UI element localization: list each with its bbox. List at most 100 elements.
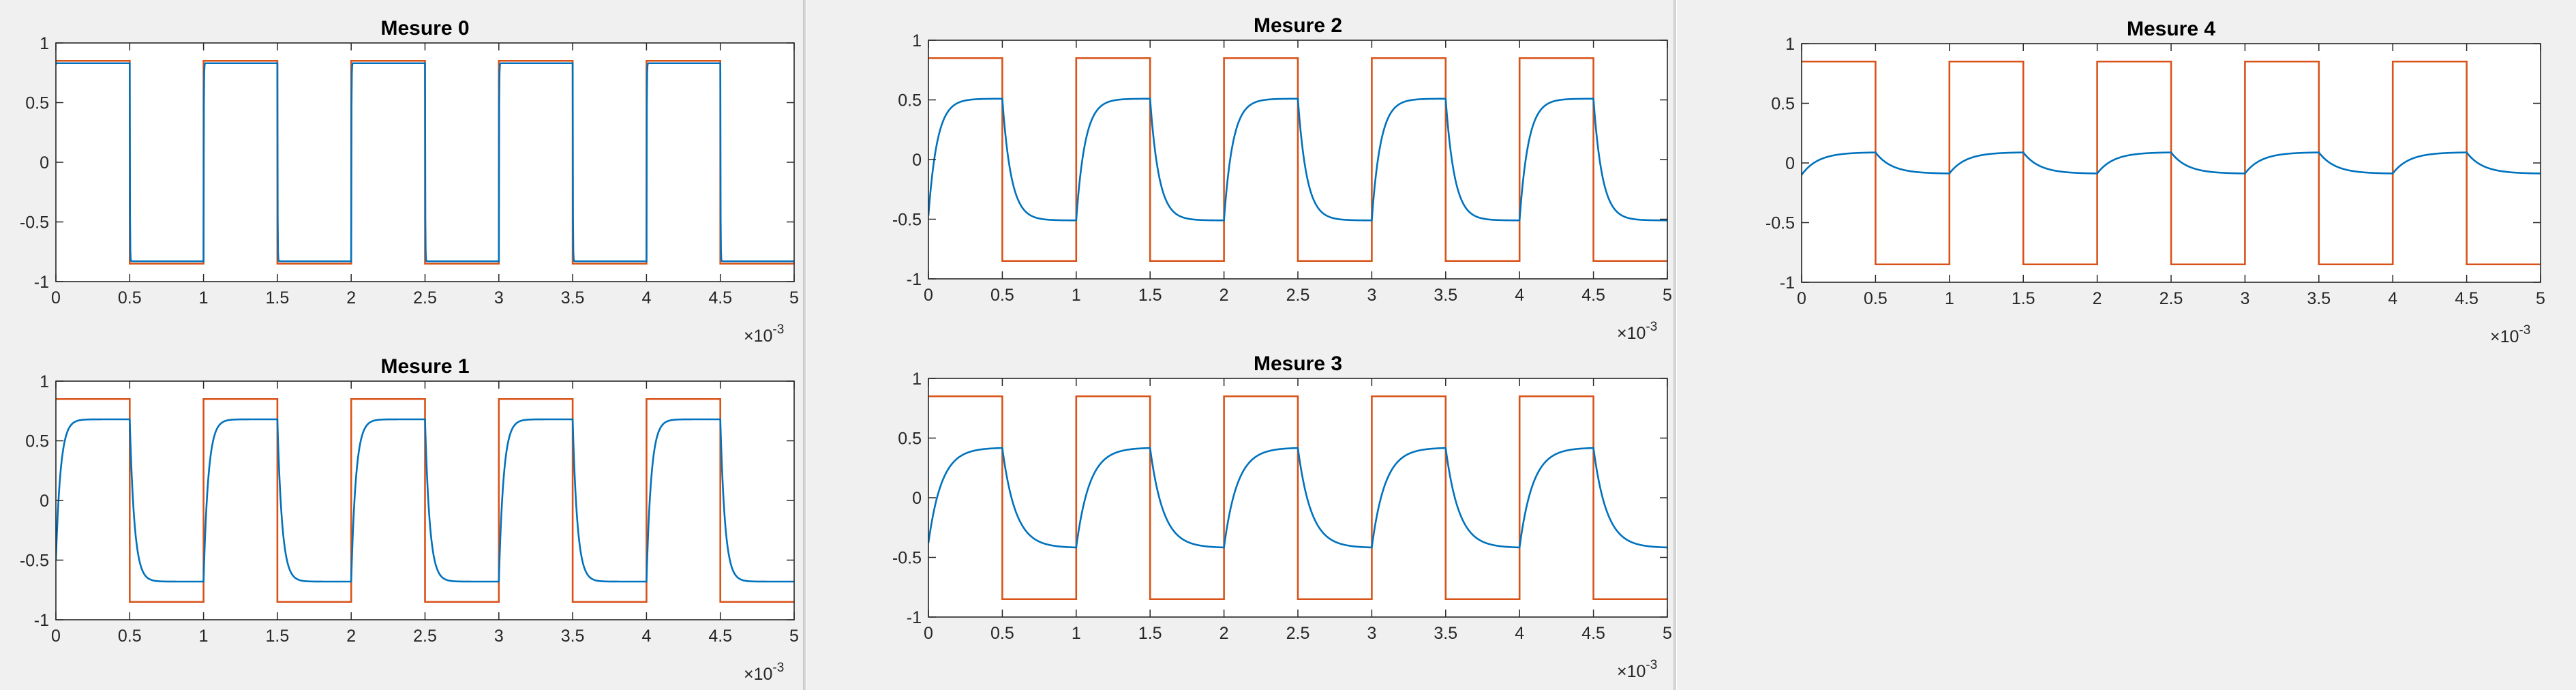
series-input-square xyxy=(928,395,1667,601)
subplot-title: Mesure 4 xyxy=(2127,18,2215,40)
panel-divider-left xyxy=(803,0,806,690)
y-tick-label: 0.5 xyxy=(898,430,922,449)
x-tick-label: 3 xyxy=(2240,289,2249,308)
series-response xyxy=(56,418,794,583)
x-tick-label: 0.5 xyxy=(990,624,1014,643)
x-tick-label: 3 xyxy=(494,627,504,646)
y-tick-label: 0 xyxy=(40,153,49,172)
y-tick-label: -1 xyxy=(34,273,49,292)
x-tick-label: 1 xyxy=(1945,289,1954,308)
x-tick-label: 4.5 xyxy=(708,627,732,646)
y-tick-label: 0.5 xyxy=(25,94,49,113)
y-tick-label: -1 xyxy=(907,270,922,289)
x-tick-label: 4 xyxy=(641,627,651,646)
x-exponent-label: ×10-3 xyxy=(744,322,784,346)
subplot-3: Mesure 3 0 0.5 1 1.5 2 2.5 3 3.5 4 4.5 5 -1 -0.5 0 0.5 1… xyxy=(892,352,1672,681)
x-tick-label: 2.5 xyxy=(1286,624,1310,643)
subplot-title: Mesure 3 xyxy=(1254,352,1342,375)
x-tick-label: 3.5 xyxy=(1434,286,1457,305)
x-tick-label: 2 xyxy=(346,288,356,308)
x-tick-label: 5 xyxy=(2536,289,2545,308)
x-tick-label: 1.5 xyxy=(266,627,290,646)
x-tick-label: 0.5 xyxy=(118,627,142,646)
x-tick-label: 1 xyxy=(1072,624,1081,643)
subplot-title: Mesure 0 xyxy=(380,17,469,40)
x-tick-label: 0.5 xyxy=(118,288,142,308)
x-tick-label: 4 xyxy=(1515,286,1524,305)
x-tick-label: 1.5 xyxy=(1138,624,1162,643)
x-exponent-label: ×10-3 xyxy=(1617,320,1657,343)
subplot-title: Mesure 2 xyxy=(1254,14,1342,37)
series-input-square xyxy=(1802,60,2541,266)
x-tick-label: 0 xyxy=(51,627,61,646)
y-tick-label: -1 xyxy=(907,608,922,627)
x-exponent-label: ×10-3 xyxy=(744,661,784,684)
y-tick-label: -0.5 xyxy=(892,549,922,568)
y-tick-label: 0 xyxy=(40,492,49,511)
x-tick-label: 4.5 xyxy=(1581,624,1605,643)
x-tick-label: 5 xyxy=(789,627,799,646)
subplot-0: Mesure 0 0 0.5 1 1.5 2 2.5 3 3.5 4 4.5 5 -1 -0.5 0 0.5 1… xyxy=(20,17,799,346)
y-tick-label: 0 xyxy=(912,489,922,508)
y-tick-label: -0.5 xyxy=(892,211,922,230)
x-tick-label: 0 xyxy=(1797,289,1806,308)
x-tick-label: 4.5 xyxy=(708,288,732,308)
x-tick-label: 1 xyxy=(199,627,209,646)
x-tick-label: 3.5 xyxy=(561,627,585,646)
x-tick-label: 4 xyxy=(2388,289,2397,308)
y-tick-label: 1 xyxy=(912,370,922,389)
x-tick-label: 0 xyxy=(924,624,933,643)
y-tick-label: 0 xyxy=(912,151,922,170)
series-response xyxy=(928,447,1667,549)
x-tick-label: 0.5 xyxy=(1864,289,1888,308)
y-tick-label: 0.5 xyxy=(898,91,922,110)
x-tick-label: 1.5 xyxy=(266,288,290,308)
x-tick-label: 2 xyxy=(1219,624,1229,643)
y-tick-label: -1 xyxy=(34,611,49,630)
x-tick-label: 2.5 xyxy=(2160,289,2183,308)
x-tick-label: 2.5 xyxy=(413,288,437,308)
subplot-4: Mesure 4 0 0.5 1 1.5 2 2.5 3 3.5 4 4.5 5 -1 -0.5 0 0.5 1… xyxy=(1766,18,2545,346)
x-tick-label: 3.5 xyxy=(561,288,585,308)
subplot-2: Mesure 2 0 0.5 1 1.5 2 2.5 3 3.5 4 4.5 5 -1 -0.5 0 0.5 1… xyxy=(892,14,1672,343)
x-exponent-label: ×10-3 xyxy=(1617,658,1657,681)
y-tick-label: 1 xyxy=(40,372,49,391)
y-tick-label: 0 xyxy=(1785,154,1795,173)
x-tick-label: 0.5 xyxy=(990,286,1014,305)
x-tick-label: 5 xyxy=(789,288,799,308)
x-tick-label: 3.5 xyxy=(1434,624,1457,643)
x-tick-label: 4.5 xyxy=(1581,286,1605,305)
x-tick-label: 4.5 xyxy=(2455,289,2479,308)
x-tick-label: 1.5 xyxy=(1138,286,1162,305)
x-tick-label: 2 xyxy=(2093,289,2102,308)
y-tick-label: -0.5 xyxy=(20,552,49,571)
series-response xyxy=(1802,151,2541,176)
x-tick-label: 2 xyxy=(346,627,356,646)
x-tick-label: 1 xyxy=(199,288,209,308)
x-tick-label: 0 xyxy=(51,288,61,308)
x-tick-label: 5 xyxy=(1663,624,1672,643)
x-tick-label: 1.5 xyxy=(2012,289,2035,308)
y-tick-label: -0.5 xyxy=(20,213,49,232)
y-tick-label: -0.5 xyxy=(1766,214,1795,233)
subplot-1: Mesure 1 0 0.5 1 1.5 2 2.5 3 3.5 4 4.5 5 -1 -0.5 0 0.5 1… xyxy=(20,355,799,684)
y-tick-label: 1 xyxy=(1785,35,1795,54)
panel-divider-right xyxy=(1673,0,1677,690)
x-tick-label: 4 xyxy=(641,288,651,308)
x-tick-label: 0 xyxy=(924,286,933,305)
x-tick-label: 3 xyxy=(1367,624,1376,643)
series-response xyxy=(928,97,1667,222)
x-tick-label: 3.5 xyxy=(2307,289,2331,308)
y-tick-label: 0.5 xyxy=(25,432,49,451)
x-tick-label: 2 xyxy=(1219,286,1229,305)
x-exponent-label: ×10-3 xyxy=(2490,323,2530,346)
y-tick-label: 1 xyxy=(912,31,922,50)
x-tick-label: 3 xyxy=(494,288,504,308)
x-tick-label: 1 xyxy=(1072,286,1081,305)
x-tick-label: 2.5 xyxy=(1286,286,1310,305)
y-tick-label: -1 xyxy=(1780,273,1795,292)
x-tick-label: 4 xyxy=(1515,624,1524,643)
series-input-square xyxy=(928,57,1667,262)
subplot-title: Mesure 1 xyxy=(380,355,469,378)
